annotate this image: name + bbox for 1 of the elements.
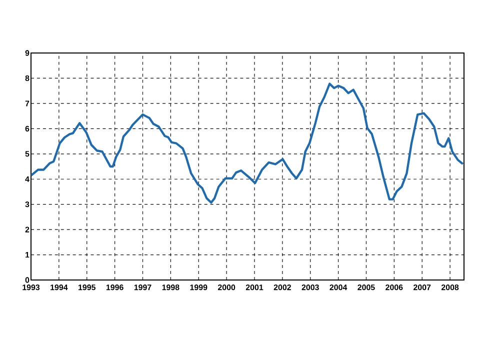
line-series bbox=[31, 82, 464, 204]
